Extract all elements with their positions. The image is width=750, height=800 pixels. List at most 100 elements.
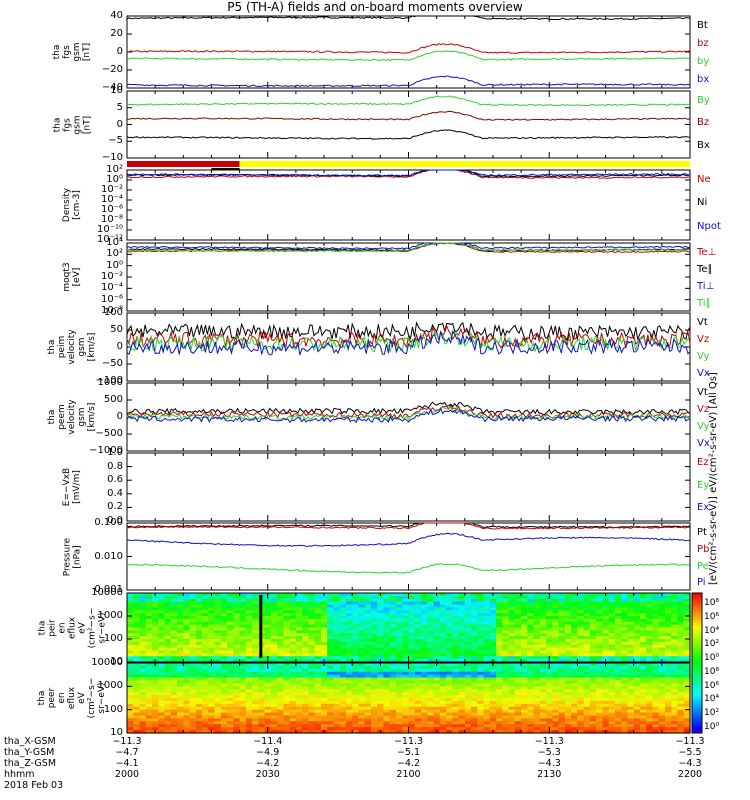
heatmap-cell	[683, 709, 691, 714]
heatmap-cell	[496, 601, 503, 606]
heatmap-cell	[408, 689, 416, 693]
heatmap-cell	[370, 633, 378, 637]
heatmap-cell	[370, 712, 378, 717]
heatmap-cell	[333, 671, 341, 676]
heatmap-cell	[189, 656, 197, 660]
heatmap-cell	[189, 639, 197, 643]
heatmap-cell	[345, 683, 353, 687]
heatmap-cell	[614, 598, 622, 603]
heatmap-cell	[127, 610, 134, 614]
heatmap-cell	[183, 595, 191, 600]
heatmap-cell	[139, 671, 147, 676]
heatmap-cell	[433, 595, 441, 600]
heatmap-cell	[627, 700, 635, 705]
heatmap-cell	[327, 604, 335, 608]
heatmap-cell	[277, 665, 284, 670]
heatmap-cell	[264, 700, 272, 705]
heatmap-cell	[152, 700, 159, 705]
heatmap-cell	[127, 644, 134, 649]
heatmap-cell	[139, 618, 147, 623]
heatmap-cell	[127, 721, 134, 725]
heatmap-cell	[145, 718, 153, 722]
heatmap-cell	[677, 671, 685, 676]
heatmap-cell	[608, 703, 616, 708]
heatmap-cell	[408, 659, 416, 663]
heatmap-cell	[308, 665, 316, 670]
heatmap-cell	[533, 727, 541, 731]
heatmap-cell	[664, 665, 672, 670]
heatmap-cell	[345, 709, 353, 714]
heatmap-cell	[496, 715, 503, 720]
heatmap-cell	[139, 593, 147, 597]
heatmap-cell	[308, 692, 316, 696]
heatmap-cell	[446, 644, 453, 649]
heatmap-cell	[214, 595, 222, 600]
heatmap-cell	[189, 680, 197, 685]
heatmap-cell	[433, 665, 441, 670]
heatmap-cell	[533, 610, 541, 614]
heatmap-cell	[295, 604, 303, 608]
heatmap-cell	[364, 618, 372, 623]
heatmap-cell	[683, 715, 691, 720]
heatmap-cell	[477, 610, 485, 614]
heatmap-cell	[446, 671, 453, 676]
heatmap-cell	[683, 703, 691, 708]
heatmap-cell	[446, 677, 453, 682]
heatmap-cell	[358, 641, 366, 646]
heatmap-cell	[596, 650, 604, 654]
heatmap-cell	[646, 709, 654, 714]
heatmap-cell	[552, 627, 560, 631]
heatmap-cell	[245, 630, 253, 634]
heatmap-cell	[133, 601, 141, 606]
heatmap-cell	[214, 613, 222, 617]
heatmap-cell	[596, 703, 604, 708]
heatmap-cell	[127, 636, 134, 640]
heatmap-cell	[283, 668, 291, 673]
heatmap-cell	[621, 618, 629, 623]
heatmap-cell	[521, 647, 528, 652]
heatmap-cell	[395, 695, 403, 699]
heatmap-cell	[170, 633, 178, 637]
heatmap-cell	[446, 653, 453, 657]
heatmap-cell	[664, 610, 672, 614]
heatmap-cell	[133, 671, 141, 676]
heatmap-cell	[227, 647, 234, 652]
heatmap-cell	[233, 706, 241, 711]
heatmap-cell	[621, 692, 629, 696]
heatmap-cell	[270, 709, 278, 714]
heatmap-cell	[596, 630, 604, 634]
heatmap-cell	[433, 715, 441, 720]
heatmap-cell	[639, 601, 647, 606]
heatmap-cell	[339, 692, 347, 696]
heatmap-cell	[646, 683, 654, 687]
heatmap-cell	[458, 624, 466, 629]
heatmap-cell	[446, 624, 453, 629]
heatmap-cell	[189, 683, 197, 687]
heatmap-cell	[308, 730, 316, 734]
heatmap-cell	[596, 724, 604, 728]
heatmap-cell	[571, 668, 578, 673]
heatmap-cell	[239, 730, 247, 734]
heatmap-cell	[308, 721, 316, 725]
panel-frame	[126, 522, 691, 591]
heatmap-cell	[614, 604, 622, 608]
heatmap-cell	[164, 700, 172, 705]
heatmap-cell	[664, 593, 672, 597]
heatmap-cell	[627, 692, 635, 696]
heatmap-cell	[408, 656, 416, 660]
heatmap-cell	[458, 721, 466, 725]
heatmap-cell	[214, 703, 222, 708]
heatmap-cell	[614, 668, 622, 673]
heatmap-cell	[671, 659, 679, 663]
heatmap-cell	[133, 656, 141, 660]
heatmap-cell	[214, 712, 222, 717]
heatmap-cell	[658, 671, 666, 676]
heatmap-cell	[558, 659, 566, 663]
heatmap-cell	[402, 641, 410, 646]
heatmap-cell	[608, 624, 616, 629]
heatmap-cell	[395, 668, 403, 673]
heatmap-cell	[577, 663, 585, 667]
heatmap-cell	[358, 636, 366, 640]
heatmap-cell	[646, 595, 654, 600]
heatmap-cell	[214, 692, 222, 696]
